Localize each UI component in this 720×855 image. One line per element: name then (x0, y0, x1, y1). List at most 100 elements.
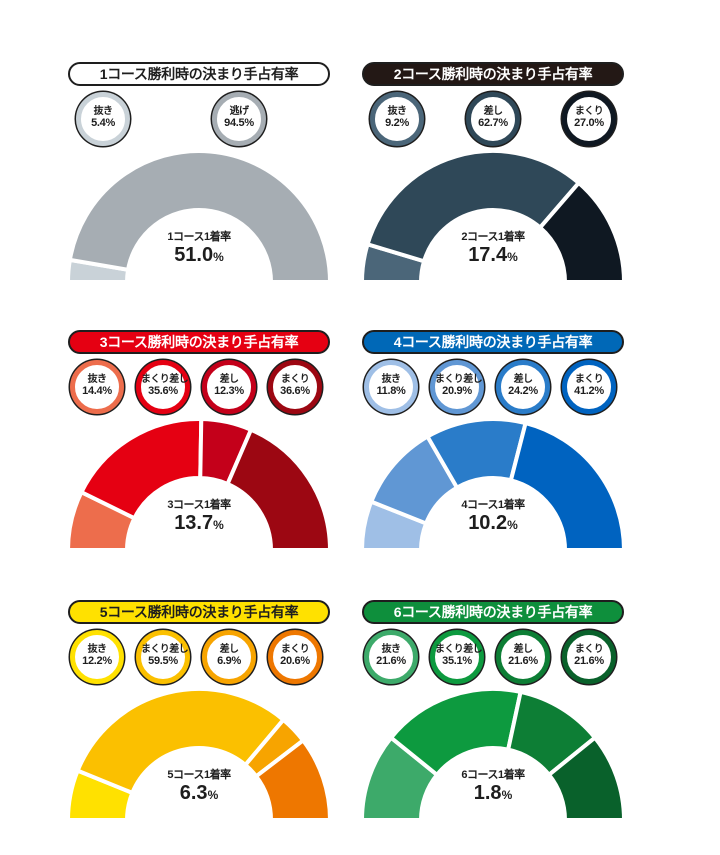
center-readout: 3コース1着率 13.7% (149, 498, 249, 536)
slice-3 (538, 180, 626, 284)
category-label: 差し (219, 374, 239, 385)
center-readout: 6コース1着率 1.8% (443, 768, 543, 806)
data-label: 24.2% (508, 385, 538, 397)
data-label: 21.6% (574, 655, 604, 667)
category-label: まくり (280, 374, 310, 385)
center-label: 4コース1着率 (461, 499, 525, 511)
value-bubble-2: 逃げ 94.5% (212, 92, 266, 146)
data-label: 41.2% (574, 385, 604, 397)
value-bubble-4: まくり 21.6% (562, 630, 616, 684)
center-readout: 2コース1着率 17.4% (443, 230, 543, 268)
value-bubble-2: まくり差し 35.1% (430, 630, 484, 684)
data-label: 11.8% (376, 385, 406, 397)
half-donut-chart (66, 687, 332, 822)
category-label: まくり (574, 374, 604, 385)
data-label: 62.7% (478, 117, 508, 129)
center-readout: 5コース1着率 6.3% (149, 768, 249, 806)
data-label: 35.1% (442, 655, 472, 667)
data-label: 35.6% (148, 385, 178, 397)
category-label: 差し (483, 106, 503, 117)
data-label: 9.2% (385, 117, 409, 129)
center-readout: 1コース1着率 51.0% (149, 230, 249, 268)
slice-2 (75, 687, 286, 795)
category-label: まくり (280, 644, 310, 655)
category-label: 抜き (381, 374, 401, 385)
half-donut-chart (360, 417, 626, 552)
slice-2 (365, 149, 581, 264)
value-bubble-4: まくり 20.6% (268, 630, 322, 684)
data-label: 12.2% (82, 655, 112, 667)
value-bubble-1: 抜き 14.4% (70, 360, 124, 414)
center-value-number: 10.2 (468, 512, 508, 534)
center-value-number: 1.8 (473, 782, 502, 804)
center-value: 6.3% (149, 782, 249, 806)
value-bubble-3: 差し 24.2% (496, 360, 550, 414)
center-value: 1.8% (443, 782, 543, 806)
category-label: 抜き (87, 644, 107, 655)
value-bubble-2: まくり差し 35.6% (136, 360, 190, 414)
category-label: 抜き (387, 106, 407, 117)
center-value-unit: % (507, 250, 518, 264)
chart-title: 4コース勝利時の決まり手占有率 (362, 330, 624, 354)
chart-panel-6: 6コース勝利時の決まり手占有率 抜き 21.6% まくり差し 35.1% 差し 21.6% ま… (360, 600, 654, 840)
category-label: 抜き (87, 374, 107, 385)
category-label: 逃げ (229, 106, 249, 117)
chart-title: 1コース勝利時の決まり手占有率 (68, 62, 330, 86)
category-label: まくり (574, 106, 604, 117)
data-label: 5.4% (91, 117, 115, 129)
category-label: 差し (513, 374, 533, 385)
data-label: 20.6% (280, 655, 310, 667)
center-value-number: 17.4 (468, 244, 508, 266)
data-label: 21.6% (508, 655, 538, 667)
category-label: まくり差し (435, 374, 483, 385)
chart-panel-1: 1コース勝利時の決まり手占有率抜き 5.4% 逃げ 94.5% 1コース1着率 51.0% (66, 62, 360, 302)
data-label: 14.4% (82, 385, 112, 397)
center-value-unit: % (507, 518, 518, 532)
value-bubble-1: 抜き 21.6% (364, 630, 418, 684)
center-value-unit: % (501, 788, 513, 802)
value-bubble-3: 差し 12.3% (202, 360, 256, 414)
center-value: 13.7% (149, 512, 249, 536)
chart-panel-5: 5コース勝利時の決まり手占有率 抜き 12.2% まくり差し 59.5% 差し 6.9% まく… (66, 600, 360, 840)
category-label: まくり差し (435, 644, 483, 655)
center-value-unit: % (213, 518, 224, 532)
center-value-number: 6.3 (179, 782, 208, 804)
half-donut-chart (66, 149, 332, 284)
center-value-number: 51.0 (174, 244, 214, 266)
center-value: 17.4% (443, 244, 543, 268)
slice-4 (547, 735, 626, 822)
slice-4 (254, 738, 332, 822)
half-donut-chart (360, 149, 626, 284)
center-value-unit: % (213, 250, 224, 264)
value-bubble-1: 抜き 5.4% (76, 92, 130, 146)
data-label: 94.5% (224, 117, 254, 129)
slice-4 (225, 427, 332, 552)
value-bubble-3: まくり 27.0% (562, 92, 616, 146)
data-label: 12.3% (214, 385, 244, 397)
value-bubble-2: 差し 62.7% (466, 92, 520, 146)
category-label: 差し (513, 644, 533, 655)
category-label: まくり (574, 644, 604, 655)
category-label: 差し (219, 644, 239, 655)
center-value: 51.0% (149, 244, 249, 268)
value-bubble-1: 抜き 9.2% (370, 92, 424, 146)
chart-panel-2: 2コース勝利時の決まり手占有率 抜き 9.2% 差し 62.7% まくり 27.0% 2コース… (360, 62, 654, 302)
center-value: 10.2% (443, 512, 543, 536)
center-readout: 4コース1着率 10.2% (443, 498, 543, 536)
center-label: 1コース1着率 (167, 231, 231, 243)
half-donut-chart (360, 687, 626, 822)
slice-4 (508, 421, 626, 552)
center-value-number: 13.7 (174, 512, 214, 534)
category-label: 抜き (381, 644, 401, 655)
value-bubble-3: 差し 6.9% (202, 630, 256, 684)
chart-panel-3: 3コース勝利時の決まり手占有率 抜き 14.4% まくり差し 35.6% 差し 12.3% ま… (66, 330, 360, 570)
value-bubble-1: 抜き 11.8% (364, 360, 418, 414)
chart-title: 3コース勝利時の決まり手占有率 (68, 330, 330, 354)
data-label: 27.0% (574, 117, 604, 129)
data-label: 21.6% (376, 655, 406, 667)
center-label: 5コース1着率 (167, 769, 231, 781)
center-value-unit: % (207, 788, 219, 802)
center-label: 6コース1着率 (461, 769, 525, 781)
chart-title: 5コース勝利時の決まり手占有率 (68, 600, 330, 624)
chart-title: 6コース勝利時の決まり手占有率 (362, 600, 624, 624)
